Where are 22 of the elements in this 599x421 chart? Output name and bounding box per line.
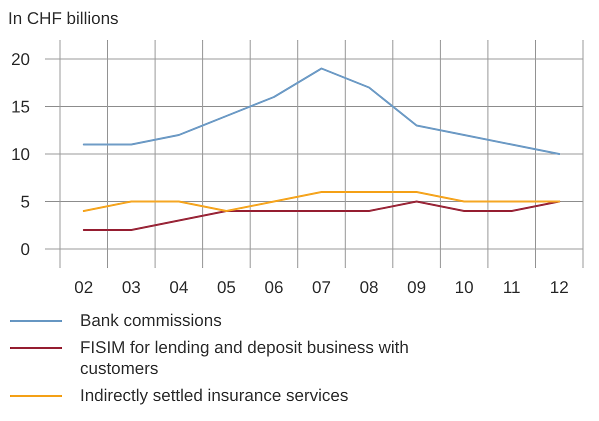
x-tick-label: 03 (122, 278, 141, 297)
x-tick-label: 12 (550, 278, 569, 297)
x-tick-label: 02 (74, 278, 94, 297)
y-tick-label: 15 (11, 97, 30, 116)
legend-label: Bank commissions (80, 311, 222, 330)
x-tick-label: 10 (454, 278, 474, 297)
x-tick-label: 07 (312, 278, 331, 297)
x-tick-label: 11 (502, 278, 521, 297)
line-series (82, 68, 560, 155)
x-tick-label: 05 (216, 278, 236, 297)
legend-label: Indirectly settled insurance services (80, 386, 348, 405)
legend-label: FISIM for lending and deposit business with customers (80, 338, 409, 378)
y-tick-label: 20 (11, 50, 30, 69)
x-tick-label: 06 (264, 278, 284, 297)
y-tick-label: 0 (20, 240, 30, 259)
x-tick-label: 09 (407, 278, 426, 297)
x-tick-label: 04 (169, 278, 188, 297)
line-series (82, 200, 560, 231)
x-tick-label: 08 (360, 278, 379, 297)
y-tick-label: 10 (11, 144, 30, 164)
y-tick-label: 5 (20, 192, 30, 212)
y-axis-title: In CHF billions (8, 9, 119, 28)
